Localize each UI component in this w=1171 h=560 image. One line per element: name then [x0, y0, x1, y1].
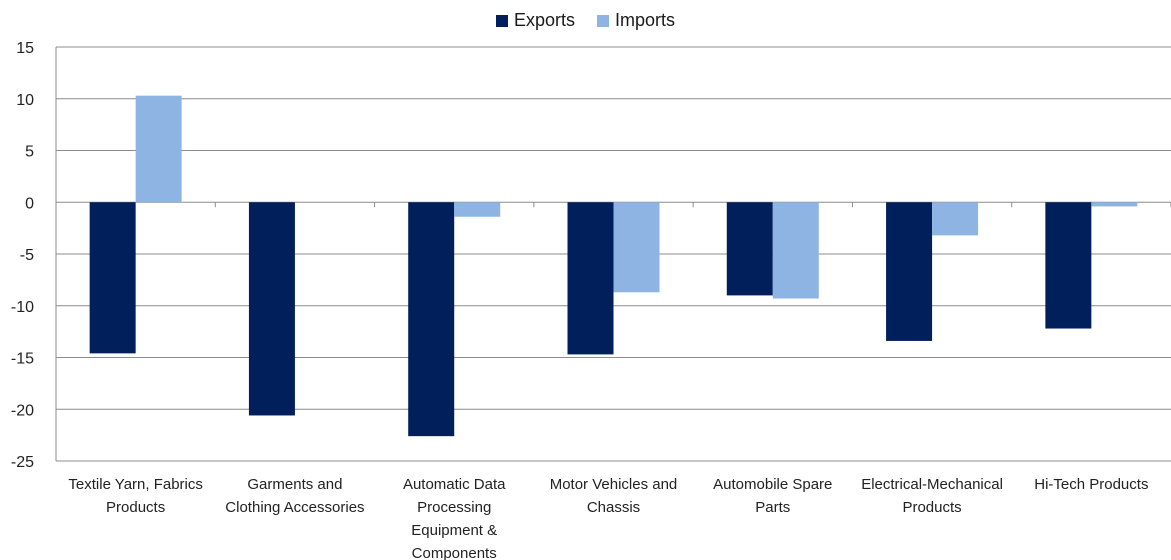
legend-item-exports: Exports [495, 10, 575, 31]
y-tick-label: 5 [25, 144, 34, 161]
bar-exports-0 [89, 202, 136, 354]
x-category-label: Electrical-Mechanical [861, 476, 1003, 493]
x-category-label: Products [106, 499, 165, 516]
x-category-label: Garments and [247, 476, 342, 493]
y-tick-label: -5 [20, 247, 34, 264]
bar-imports-5 [932, 202, 979, 236]
x-category-label: Hi-Tech Products [1034, 476, 1148, 493]
legend-swatch-imports [597, 14, 609, 27]
x-category-label: Chassis [587, 499, 640, 516]
x-category-label: Clothing Accessories [225, 499, 364, 516]
legend: Exports Imports [0, 10, 1171, 31]
bar-imports-6 [1091, 202, 1138, 207]
y-tick-label: 10 [16, 92, 34, 109]
x-category-label: Automobile Spare [713, 476, 832, 493]
bar-exports-1 [248, 202, 295, 416]
x-category-label: Components [412, 545, 497, 560]
x-category-label: Automatic Data [403, 476, 506, 493]
bar-imports-3 [613, 202, 660, 293]
bar-exports-4 [726, 202, 773, 296]
x-category-label: Textile Yarn, Fabrics [68, 476, 203, 493]
bar-imports-2 [454, 202, 501, 217]
bar-exports-3 [567, 202, 614, 355]
legend-item-imports: Imports [597, 10, 675, 31]
x-category-label: Motor Vehicles and [550, 476, 678, 493]
y-tick-label: 0 [25, 195, 34, 212]
x-category-label: Processing [417, 499, 491, 516]
bar-imports-4 [772, 202, 819, 299]
x-category-label: Parts [755, 499, 790, 516]
bar-exports-2 [408, 202, 455, 437]
legend-label-exports: Exports [513, 10, 575, 30]
x-category-label: Products [902, 499, 961, 516]
y-tick-label: -25 [11, 454, 34, 471]
bar-exports-6 [1045, 202, 1092, 329]
y-tick-label: 15 [16, 40, 34, 57]
y-tick-label: -20 [11, 402, 34, 419]
y-tick-label: -15 [11, 351, 34, 368]
legend-label-imports: Imports [615, 10, 676, 30]
legend-swatch-exports [495, 14, 508, 27]
x-category-label: Equipment & [411, 522, 497, 539]
bar-imports-0 [135, 95, 182, 203]
bar-exports-5 [886, 202, 933, 341]
y-tick-label: -10 [11, 299, 34, 316]
